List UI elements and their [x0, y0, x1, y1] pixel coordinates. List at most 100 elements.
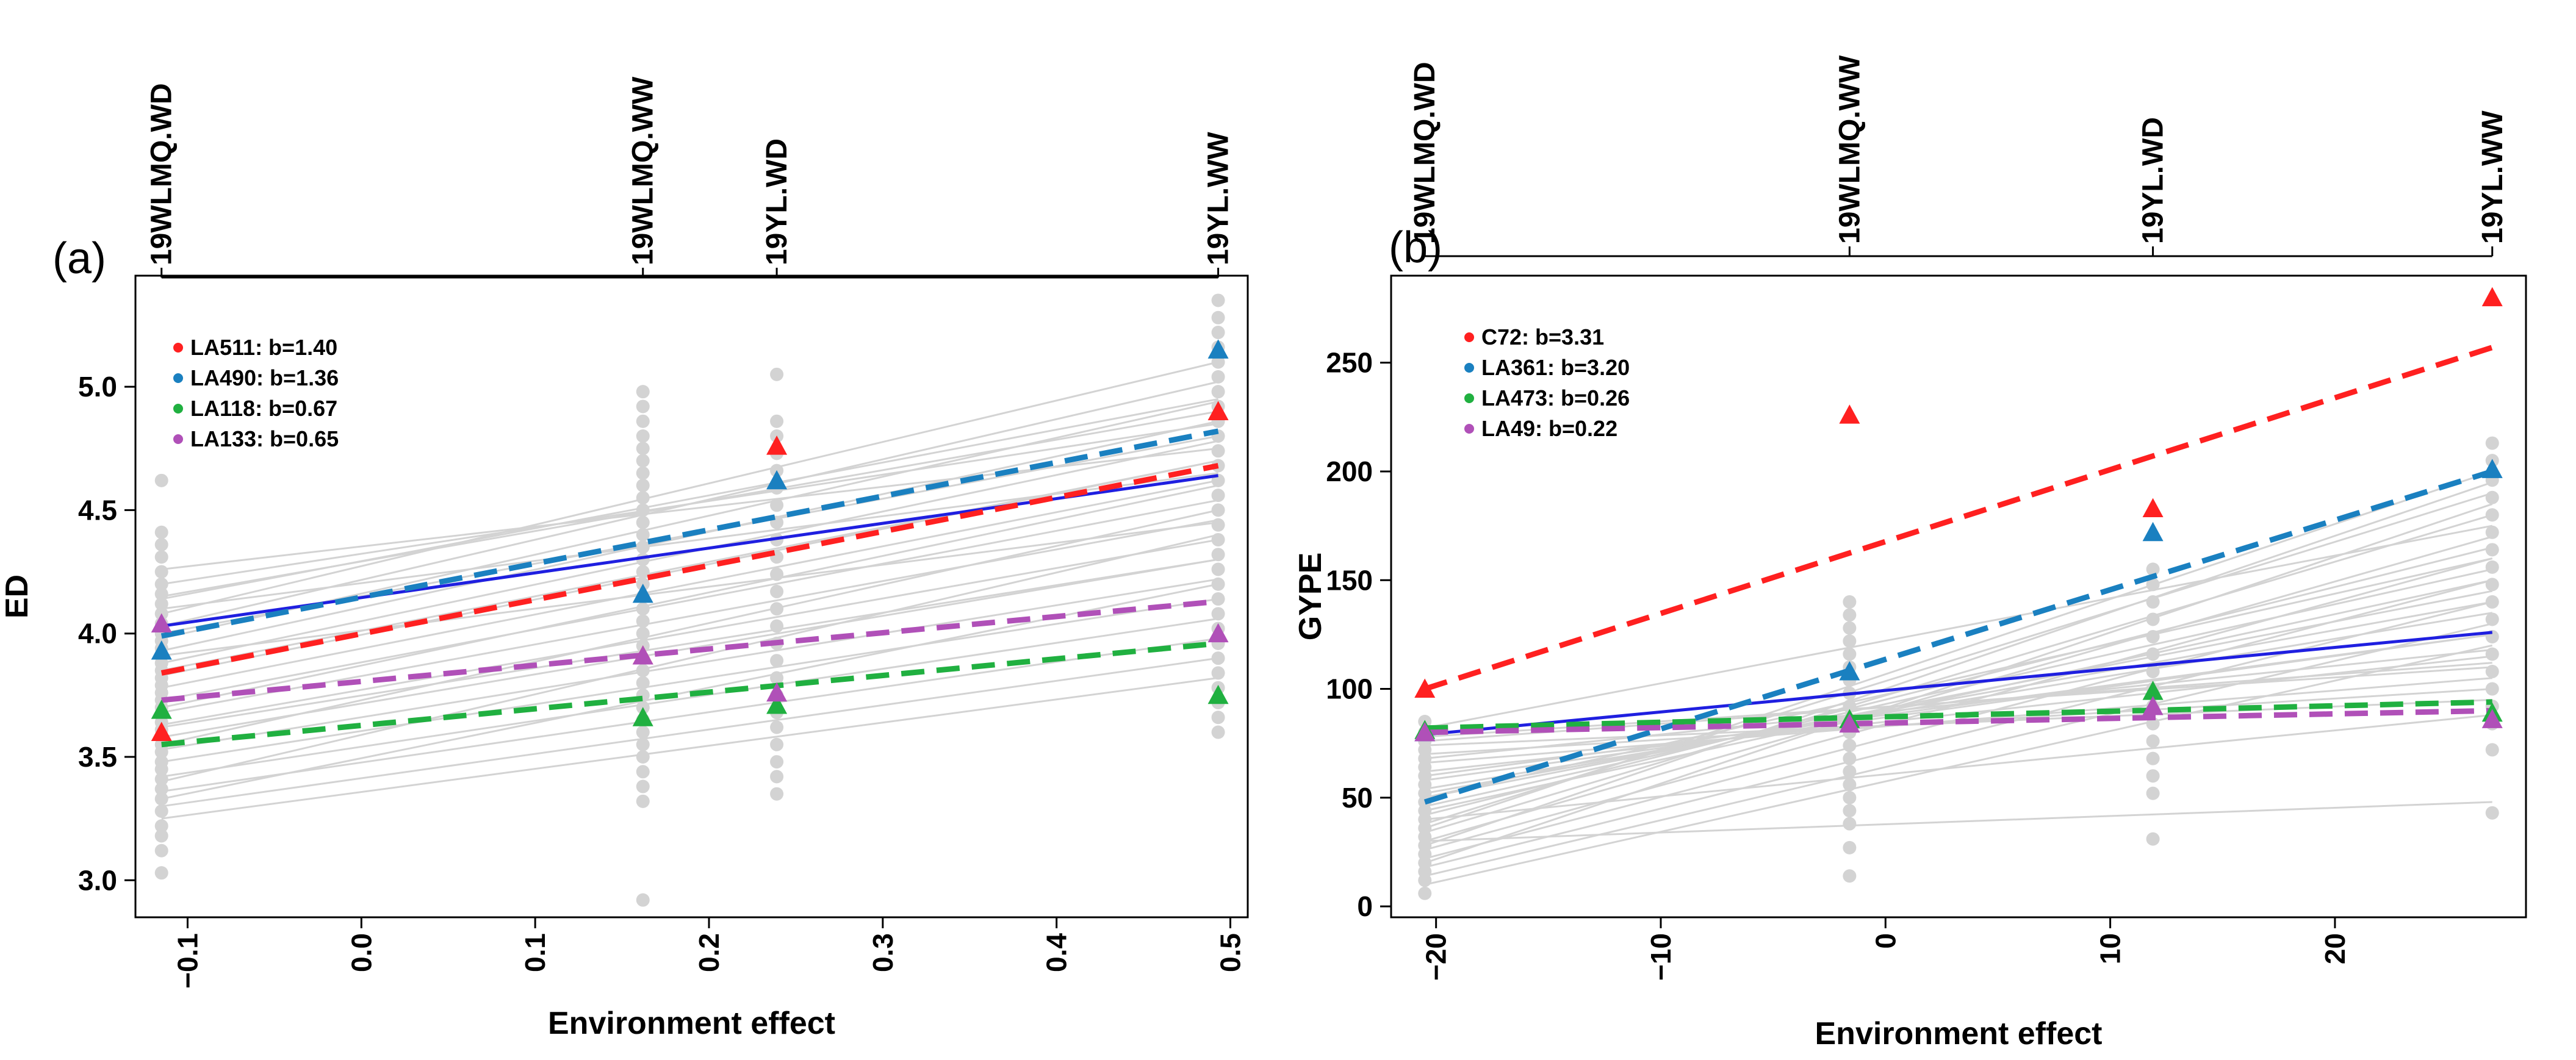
series-point-la118	[151, 700, 172, 719]
background-point	[636, 540, 650, 554]
background-point	[1211, 592, 1225, 606]
background-point	[1211, 355, 1225, 369]
series-point-la473	[2142, 681, 2164, 700]
background-point	[154, 782, 168, 796]
legend-entry-la118: LA118: b=0.67	[190, 396, 337, 421]
background-point	[770, 671, 784, 685]
background-point	[770, 498, 784, 512]
background-line	[161, 410, 1218, 598]
y-axis-title: GYPE	[1293, 553, 1328, 641]
series-point-la490	[151, 640, 172, 660]
background-point	[636, 385, 650, 399]
background-point	[2485, 436, 2499, 450]
background-point	[1211, 489, 1225, 503]
background-point	[154, 565, 168, 579]
background-point	[2146, 578, 2160, 592]
background-line	[161, 598, 1218, 763]
background-point	[770, 602, 784, 616]
background-point	[636, 565, 650, 579]
background-point	[1211, 370, 1225, 384]
background-point	[770, 755, 784, 769]
background-point	[636, 626, 650, 640]
background-point	[636, 478, 650, 492]
series-point-la133	[151, 613, 172, 632]
x-tick-label: 0.3	[867, 933, 899, 972]
background-point	[1418, 886, 1432, 900]
background-point	[2146, 769, 2160, 783]
background-line	[1425, 612, 2492, 790]
x-axis-title: Environment effect	[1815, 1016, 2103, 1051]
series-point-la361	[2481, 459, 2503, 478]
environment-label: 19WLMQ.WD	[1409, 62, 1441, 244]
legend-marker-la511	[173, 343, 183, 353]
series-point-c72	[2481, 287, 2503, 307]
legend-entry-la361: LA361: b=3.20	[1481, 355, 1630, 380]
background-point	[1211, 562, 1225, 576]
background-point	[636, 515, 650, 529]
series-point-la118	[632, 707, 653, 726]
background-point	[1843, 634, 1857, 648]
panel-label: (a)	[52, 234, 106, 283]
legend-marker-la490	[173, 373, 183, 383]
x-tick-label: 0.2	[693, 933, 725, 972]
background-point	[154, 597, 168, 611]
background-line	[1424, 590, 2493, 799]
background-line	[161, 459, 1218, 671]
legend-entry-c72: C72: b=3.31	[1481, 324, 1604, 349]
series-point-c72	[1839, 404, 1860, 424]
legend-marker-la118	[173, 404, 183, 414]
background-point	[2485, 560, 2499, 574]
series-line-la361	[1423, 468, 2494, 805]
background-point	[636, 893, 650, 907]
background-line	[161, 637, 1218, 793]
background-point	[2146, 595, 2160, 609]
background-point	[2146, 734, 2160, 748]
background-line	[1425, 633, 2492, 777]
background-point	[636, 454, 650, 468]
y-tick-label: 200	[1326, 456, 1373, 487]
background-point	[1211, 503, 1225, 517]
background-line	[161, 534, 1218, 782]
series-point-la490	[632, 583, 653, 603]
background-point	[154, 550, 168, 564]
series-point-la49	[1839, 713, 1860, 733]
x-tick-label: 0.0	[345, 933, 377, 972]
legend-marker-la49	[1464, 424, 1474, 434]
series-line-la511	[160, 463, 1219, 676]
background-point	[154, 538, 168, 552]
background-point	[154, 587, 168, 601]
background-point	[1211, 444, 1225, 458]
background-line	[1425, 714, 2492, 821]
background-line	[161, 400, 1218, 640]
background-point	[2485, 543, 2499, 557]
background-point	[770, 720, 784, 734]
legend-entry-la133: LA133: b=0.65	[190, 426, 339, 451]
series-point-la133	[632, 645, 653, 665]
background-point	[636, 737, 650, 751]
panel-b: 0 50 100 150 200 250 −20 −10 0 10 20 Environment ef…	[1293, 55, 2527, 1051]
y-tick-label: 4.0	[78, 618, 117, 650]
background-point	[2146, 832, 2160, 846]
background-line	[1424, 470, 2493, 829]
background-point	[1211, 607, 1225, 621]
background-line	[161, 539, 1218, 726]
background-point	[1843, 739, 1857, 753]
background-point	[1843, 765, 1857, 779]
background-line	[161, 484, 1218, 709]
background-point	[154, 866, 168, 880]
y-tick-label: 250	[1326, 347, 1373, 379]
background-point	[2146, 647, 2160, 661]
background-line	[1424, 535, 2493, 842]
background-line	[1424, 557, 2493, 799]
background-point	[1211, 725, 1225, 739]
background-point	[2146, 751, 2160, 765]
background-point	[2146, 612, 2160, 626]
background-point	[636, 466, 650, 480]
background-point	[154, 473, 168, 487]
x-tick-label: 10	[2095, 933, 2126, 964]
background-point	[2485, 595, 2499, 609]
environment-label: 19WLMQ.WW	[1833, 55, 1866, 244]
background-line	[1425, 801, 2492, 842]
background-point	[1211, 532, 1225, 546]
